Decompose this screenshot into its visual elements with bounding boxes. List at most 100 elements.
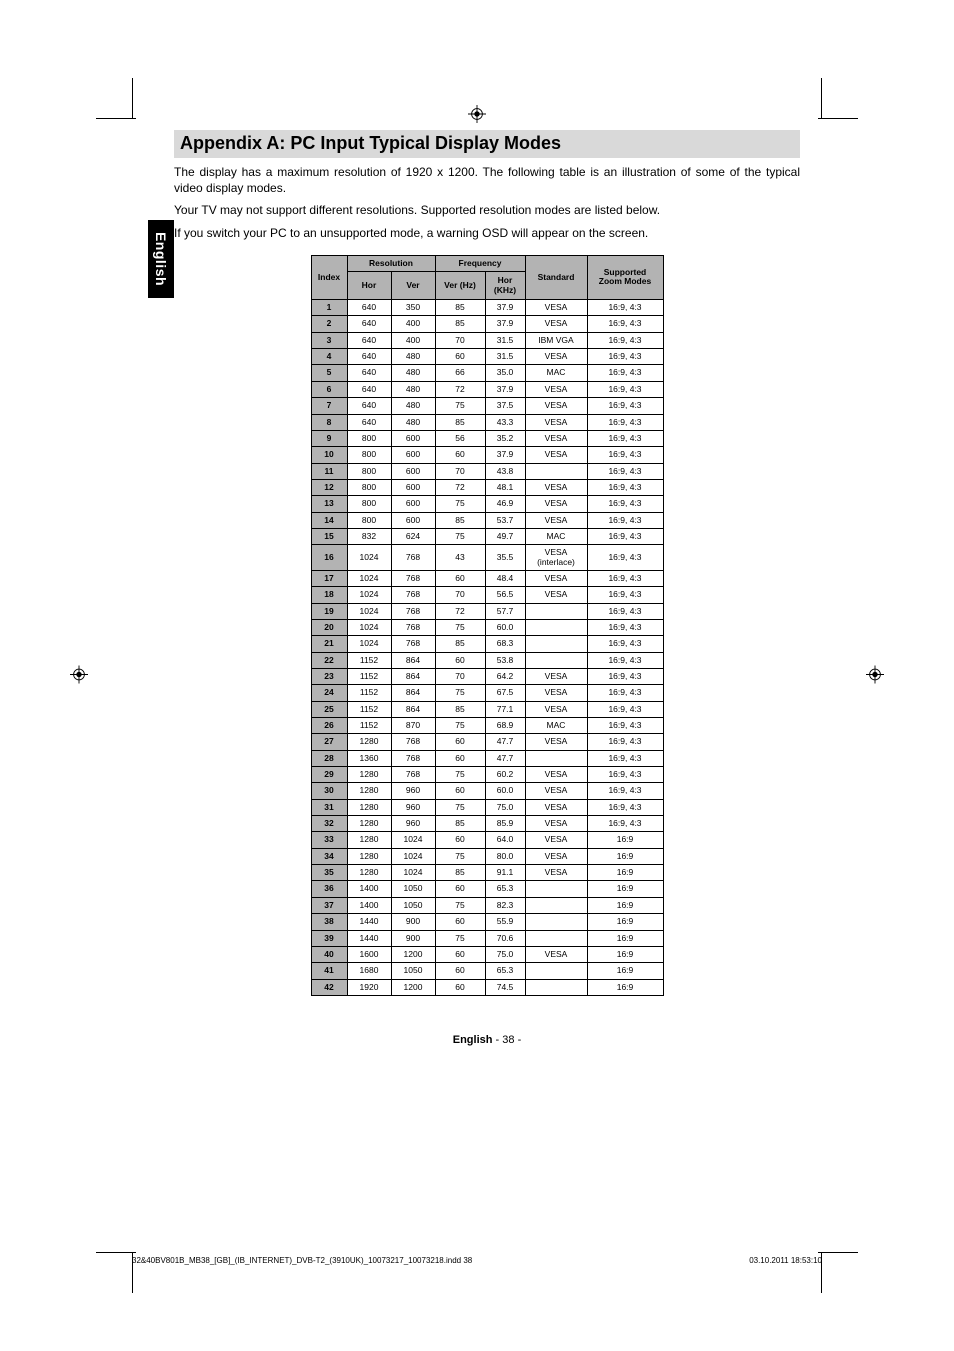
cell-zoom: 16:9 [587,881,663,897]
cell-standard [525,963,587,979]
table-row: 2611528707568.9MAC16:9, 4:3 [311,718,663,734]
table-row: 1710247686048.4VESA16:9, 4:3 [311,570,663,586]
cell-standard [525,636,587,652]
table-row: 2010247687560.016:9, 4:3 [311,619,663,635]
cell-index: 8 [311,414,347,430]
cell-standard [525,897,587,913]
cell-ver-hz: 75 [435,848,485,864]
table-row: 56404806635.0MAC16:9, 4:3 [311,365,663,381]
cell-hor: 1440 [347,930,391,946]
cell-standard: VESA [525,701,587,717]
cell-ver-hz: 75 [435,799,485,815]
cell-zoom: 16:9, 4:3 [587,783,663,799]
cell-ver: 480 [391,365,435,381]
cell-hor: 1024 [347,603,391,619]
table-row: 3212809608585.9VESA16:9, 4:3 [311,816,663,832]
cell-index: 1 [311,300,347,316]
cell-hor-khz: 31.5 [485,349,525,365]
cell-ver: 480 [391,381,435,397]
cell-ver-hz: 85 [435,701,485,717]
cell-ver: 600 [391,512,435,528]
cell-hor: 1280 [347,848,391,864]
cell-ver-hz: 85 [435,636,485,652]
table-row: 1910247687257.716:9, 4:3 [311,603,663,619]
th-ver-hz: Ver (Hz) [435,272,485,300]
cell-hor-khz: 43.3 [485,414,525,430]
cell-hor: 1920 [347,979,391,995]
cell-index: 35 [311,865,347,881]
table-row: 35128010248591.1VESA16:9 [311,865,663,881]
content-area: Appendix A: PC Input Typical Display Mod… [174,130,800,1046]
cell-index: 25 [311,701,347,717]
cell-index: 6 [311,381,347,397]
cell-zoom: 16:9, 4:3 [587,799,663,815]
cell-hor: 1152 [347,652,391,668]
cell-ver: 768 [391,570,435,586]
cell-zoom: 16:9, 4:3 [587,463,663,479]
cell-hor-khz: 67.5 [485,685,525,701]
cell-standard [525,652,587,668]
cell-hor-khz: 53.8 [485,652,525,668]
cell-hor-khz: 55.9 [485,914,525,930]
cell-ver: 768 [391,636,435,652]
cell-ver-hz: 60 [435,570,485,586]
cell-ver-hz: 85 [435,300,485,316]
cell-hor: 1024 [347,619,391,635]
cell-standard: VESA [525,479,587,495]
cell-ver-hz: 60 [435,349,485,365]
cell-ver: 960 [391,799,435,815]
cell-hor-khz: 43.8 [485,463,525,479]
cell-hor-khz: 53.7 [485,512,525,528]
cell-ver: 900 [391,914,435,930]
cell-hor-khz: 35.0 [485,365,525,381]
cell-hor: 1400 [347,897,391,913]
print-timestamp: 03.10.2011 18:53:10 [749,1256,822,1265]
cell-hor: 1400 [347,881,391,897]
table-row: 128006007248.1VESA16:9, 4:3 [311,479,663,495]
cell-ver: 864 [391,669,435,685]
cell-ver: 1024 [391,865,435,881]
cell-ver-hz: 60 [435,783,485,799]
th-standard: Standard [525,255,587,299]
table-row: 138006007546.9VESA16:9, 4:3 [311,496,663,512]
cell-index: 18 [311,587,347,603]
cell-index: 10 [311,447,347,463]
cell-ver: 864 [391,685,435,701]
cell-index: 21 [311,636,347,652]
cell-hor: 1152 [347,669,391,685]
cell-zoom: 16:9, 4:3 [587,652,663,668]
cell-hor: 1280 [347,799,391,815]
crop-mark [132,78,133,118]
cell-hor: 1024 [347,587,391,603]
cell-hor: 1024 [347,570,391,586]
cell-hor: 1360 [347,750,391,766]
cell-standard: VESA [525,496,587,512]
display-modes-table: Index Resolution Frequency Standard Supp… [311,255,664,996]
cell-index: 12 [311,479,347,495]
cell-ver-hz: 60 [435,832,485,848]
cell-hor-khz: 60.0 [485,783,525,799]
table-row: 2813607686047.716:9, 4:3 [311,750,663,766]
intro-paragraph: The display has a maximum resolution of … [174,164,800,196]
th-ver: Ver [391,272,435,300]
cell-ver: 864 [391,701,435,717]
cell-ver-hz: 72 [435,603,485,619]
table-row: 2511528648577.1VESA16:9, 4:3 [311,701,663,717]
cell-ver: 768 [391,587,435,603]
cell-standard [525,463,587,479]
cell-hor: 1600 [347,946,391,962]
cell-hor: 640 [347,398,391,414]
cell-index: 34 [311,848,347,864]
cell-standard [525,619,587,635]
cell-zoom: 16:9, 4:3 [587,619,663,635]
cell-ver: 768 [391,603,435,619]
table-row: 16403508537.9VESA16:9, 4:3 [311,300,663,316]
cell-hor: 640 [347,300,391,316]
cell-zoom: 16:9, 4:3 [587,496,663,512]
table-row: 2712807686047.7VESA16:9, 4:3 [311,734,663,750]
table-row: 2110247688568.316:9, 4:3 [311,636,663,652]
cell-hor-khz: 37.9 [485,300,525,316]
cell-zoom: 16:9, 4:3 [587,528,663,544]
cell-zoom: 16:9 [587,832,663,848]
cell-standard: VESA [525,669,587,685]
